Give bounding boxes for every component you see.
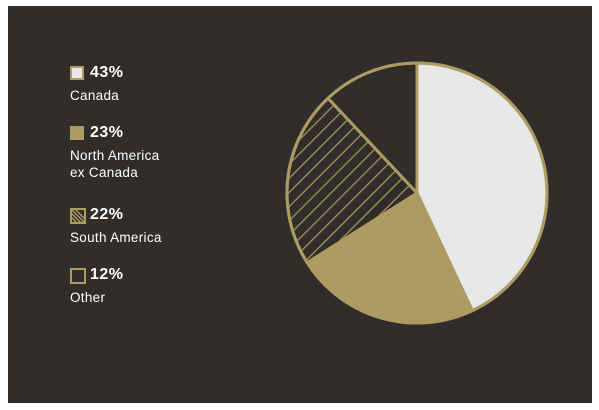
legend: 43% Canada 23% North America ex Canada xyxy=(8,6,268,403)
legend-percent: 43% xyxy=(90,64,124,81)
swatch-light-icon xyxy=(70,66,84,80)
legend-label: Other xyxy=(70,290,106,305)
legend-label-line-1: North America xyxy=(70,148,160,163)
swatch-hatched-icon xyxy=(70,208,86,224)
pie-chart xyxy=(285,61,549,325)
legend-label: South America xyxy=(70,230,162,245)
chart-panel: 43% Canada 23% North America ex Canada xyxy=(8,6,592,403)
legend-percent: 23% xyxy=(90,124,124,141)
legend-item-south-america: 22% South America xyxy=(70,204,162,246)
legend-item-north-america-ex-canada: 23% North America ex Canada xyxy=(70,122,159,181)
swatch-gold-icon xyxy=(70,126,84,140)
legend-item-canada: 43% Canada xyxy=(70,62,124,104)
legend-percent: 12% xyxy=(90,266,124,283)
legend-item-other: 12% Other xyxy=(70,264,124,306)
pie-outline xyxy=(285,61,549,325)
swatch-outline-icon xyxy=(70,268,86,284)
legend-label: Canada xyxy=(70,88,120,103)
legend-percent: 22% xyxy=(90,206,124,223)
legend-label-line-2: ex Canada xyxy=(70,165,138,180)
